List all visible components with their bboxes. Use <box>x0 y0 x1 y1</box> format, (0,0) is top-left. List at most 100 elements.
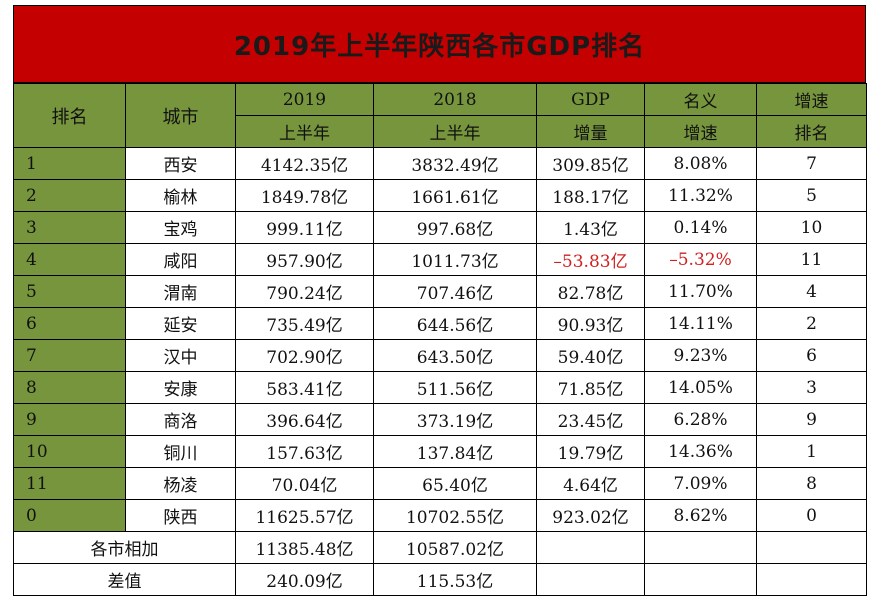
row-rank: 5 <box>13 275 126 308</box>
sum-row: 各市相加 11385.48亿 10587.02亿 <box>13 531 867 564</box>
empty-cell <box>644 531 757 564</box>
row-growth-rate: 11.32% <box>644 179 757 212</box>
row-growth-rate: 8.08% <box>644 147 757 180</box>
row-rank: 6 <box>13 307 126 340</box>
row-growth-rate: 14.36% <box>644 435 757 468</box>
row-growth-rate: 11.70% <box>644 275 757 308</box>
row-2019-value: 957.90亿 <box>235 243 374 276</box>
row-city: 安康 <box>125 371 236 404</box>
row-rank: 11 <box>13 467 126 500</box>
empty-cell <box>536 531 645 564</box>
header-2019: 2019 <box>235 83 374 116</box>
row-growth-rank: 1 <box>756 435 867 468</box>
row-rank: 10 <box>13 435 126 468</box>
row-growth-rate: 7.09% <box>644 467 757 500</box>
empty-cell <box>756 531 867 564</box>
row-increment: 23.45亿 <box>536 403 645 436</box>
row-2019-value: 735.49亿 <box>235 307 374 340</box>
row-growth-rank: 8 <box>756 467 867 500</box>
row-city: 宝鸡 <box>125 211 236 244</box>
row-2018-value: 137.84亿 <box>373 435 537 468</box>
row-2018-value: 10702.55亿 <box>373 499 537 532</box>
table-row: 0 陕西 11625.57亿 10702.55亿 923.02亿 8.62% 0 <box>13 499 867 532</box>
row-city: 西安 <box>125 147 236 180</box>
row-2019-value: 4142.35亿 <box>235 147 374 180</box>
row-2018-value: 511.56亿 <box>373 371 537 404</box>
sum-row-2018: 10587.02亿 <box>373 531 537 564</box>
row-2019-value: 157.63亿 <box>235 435 374 468</box>
row-rank: 2 <box>13 179 126 212</box>
row-increment: –53.83亿 <box>536 243 645 276</box>
table-row: 11 杨凌 70.04亿 65.40亿 4.64亿 7.09% 8 <box>13 467 867 500</box>
table-title: 2019年上半年陕西各市GDP排名 <box>13 5 866 83</box>
row-2019-value: 11625.57亿 <box>235 499 374 532</box>
table-row: 9 商洛 396.64亿 373.19亿 23.45亿 6.28% 9 <box>13 403 867 436</box>
empty-cell <box>644 563 757 596</box>
row-growth-rank: 6 <box>756 339 867 372</box>
gdp-ranking-document: 2019年上半年陕西各市GDP排名 排名 城市 2019 2018 GDP 名义… <box>13 5 867 596</box>
row-2018-value: 3832.49亿 <box>373 147 537 180</box>
row-rank: 7 <box>13 339 126 372</box>
row-2019-value: 999.11亿 <box>235 211 374 244</box>
header-2018-half: 上半年 <box>373 115 537 148</box>
row-increment: 19.79亿 <box>536 435 645 468</box>
row-increment: 90.93亿 <box>536 307 645 340</box>
row-growth-rank: 11 <box>756 243 867 276</box>
table-row: 1 西安 4142.35亿 3832.49亿 309.85亿 8.08% 7 <box>13 147 867 180</box>
row-growth-rate: 9.23% <box>644 339 757 372</box>
empty-cell <box>756 563 867 596</box>
row-2018-value: 1661.61亿 <box>373 179 537 212</box>
header-rank: 排名 <box>13 83 126 148</box>
header-growth-rank: 排名 <box>756 115 867 148</box>
row-2018-value: 643.50亿 <box>373 339 537 372</box>
row-city: 延安 <box>125 307 236 340</box>
row-growth-rate: 8.62% <box>644 499 757 532</box>
row-rank: 0 <box>13 499 126 532</box>
header-growth: 增速 <box>756 83 867 116</box>
diff-row-label: 差值 <box>13 563 236 596</box>
table-row: 8 安康 583.41亿 511.56亿 71.85亿 14.05% 3 <box>13 371 867 404</box>
row-city: 铜川 <box>125 435 236 468</box>
row-growth-rank: 10 <box>756 211 867 244</box>
header-city: 城市 <box>125 83 236 148</box>
row-2019-value: 396.64亿 <box>235 403 374 436</box>
row-rank: 8 <box>13 371 126 404</box>
row-increment: 59.40亿 <box>536 339 645 372</box>
table-row: 10 铜川 157.63亿 137.84亿 19.79亿 14.36% 1 <box>13 435 867 468</box>
row-growth-rank: 9 <box>756 403 867 436</box>
header-increment: 增量 <box>536 115 645 148</box>
row-2018-value: 997.68亿 <box>373 211 537 244</box>
sum-row-label: 各市相加 <box>13 531 236 564</box>
row-growth-rank: 7 <box>756 147 867 180</box>
row-city: 商洛 <box>125 403 236 436</box>
header-nominal: 名义 <box>644 83 757 116</box>
sum-row-2019: 11385.48亿 <box>235 531 374 564</box>
row-increment: 82.78亿 <box>536 275 645 308</box>
table-row: 5 渭南 790.24亿 707.46亿 82.78亿 11.70% 4 <box>13 275 867 308</box>
row-growth-rate: 14.11% <box>644 307 757 340</box>
row-2018-value: 65.40亿 <box>373 467 537 500</box>
row-growth-rank: 0 <box>756 499 867 532</box>
header-growth-rate: 增速 <box>644 115 757 148</box>
row-rank: 1 <box>13 147 126 180</box>
row-2019-value: 1849.78亿 <box>235 179 374 212</box>
row-city: 陕西 <box>125 499 236 532</box>
diff-row: 差值 240.09亿 115.53亿 <box>13 563 867 596</box>
row-city: 渭南 <box>125 275 236 308</box>
row-growth-rank: 4 <box>756 275 867 308</box>
row-city: 汉中 <box>125 339 236 372</box>
row-2019-value: 583.41亿 <box>235 371 374 404</box>
row-city: 榆林 <box>125 179 236 212</box>
row-2019-value: 702.90亿 <box>235 339 374 372</box>
gdp-table: 排名 城市 2019 2018 GDP 名义 增速 上半年 上半年 增量 增速 … <box>13 83 867 596</box>
table-row: 3 宝鸡 999.11亿 997.68亿 1.43亿 0.14% 10 <box>13 211 867 244</box>
row-increment: 71.85亿 <box>536 371 645 404</box>
row-2018-value: 1011.73亿 <box>373 243 537 276</box>
row-growth-rate: –5.32% <box>644 243 757 276</box>
row-growth-rate: 14.05% <box>644 371 757 404</box>
table-row: 6 延安 735.49亿 644.56亿 90.93亿 14.11% 2 <box>13 307 867 340</box>
row-growth-rate: 0.14% <box>644 211 757 244</box>
row-increment: 188.17亿 <box>536 179 645 212</box>
row-rank: 3 <box>13 211 126 244</box>
table-row: 7 汉中 702.90亿 643.50亿 59.40亿 9.23% 6 <box>13 339 867 372</box>
